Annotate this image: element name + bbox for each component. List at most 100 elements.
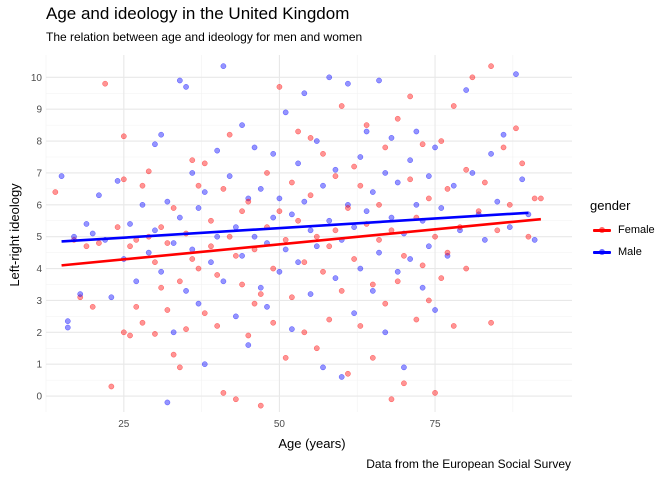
data-point-female xyxy=(233,252,239,259)
y-tick-label: 7 xyxy=(36,168,42,179)
data-point-male xyxy=(351,224,357,230)
data-point-female xyxy=(264,170,270,176)
data-point-male xyxy=(64,318,71,325)
data-point-male xyxy=(320,364,326,371)
data-point-female xyxy=(413,316,420,323)
data-point-female xyxy=(208,243,214,250)
legend-item-male: Male xyxy=(590,241,655,263)
data-point-female xyxy=(201,310,208,317)
data-point-male xyxy=(307,291,314,297)
data-point-male xyxy=(488,150,494,157)
data-point-female xyxy=(357,323,364,329)
data-point-female xyxy=(270,319,277,326)
data-point-male xyxy=(519,176,526,183)
data-point-male xyxy=(195,205,202,211)
data-point-male xyxy=(345,80,351,87)
data-point-male xyxy=(332,275,339,281)
trend-line-male xyxy=(61,211,529,243)
data-point-female xyxy=(401,380,407,387)
y-tick-label: 5 xyxy=(36,232,42,243)
data-point-female xyxy=(220,390,227,396)
data-point-male xyxy=(407,157,414,164)
major-gridlines xyxy=(46,55,572,412)
data-point-male xyxy=(158,268,165,275)
legend-title: gender xyxy=(590,198,631,213)
data-point-male xyxy=(233,313,239,320)
data-point-female xyxy=(96,240,102,246)
data-points xyxy=(52,63,544,409)
data-point-female xyxy=(164,307,171,313)
data-point-male xyxy=(257,284,264,291)
data-point-male xyxy=(500,131,507,138)
data-point-male xyxy=(164,198,171,205)
data-point-male xyxy=(183,288,189,294)
data-point-female xyxy=(245,198,252,205)
data-point-female xyxy=(239,281,245,288)
data-point-female xyxy=(307,135,314,141)
data-point-male xyxy=(176,77,183,84)
data-point-female xyxy=(488,63,494,70)
y-tick-label: 6 xyxy=(36,200,42,211)
data-point-female xyxy=(120,329,127,336)
data-point-male xyxy=(114,178,121,184)
data-point-male xyxy=(369,288,376,294)
data-point-female xyxy=(332,173,339,179)
data-point-male xyxy=(139,201,146,208)
data-point-male xyxy=(226,173,233,179)
data-point-male xyxy=(195,300,202,307)
data-point-male xyxy=(301,198,308,205)
data-point-female xyxy=(338,103,345,109)
data-point-female xyxy=(164,240,171,246)
data-point-female xyxy=(332,227,339,234)
data-point-female xyxy=(170,351,177,358)
data-point-male xyxy=(363,208,370,215)
y-tick-label: 2 xyxy=(36,328,42,339)
data-point-female xyxy=(89,303,96,310)
data-point-male xyxy=(357,265,364,272)
data-point-female xyxy=(77,294,84,301)
data-point-male xyxy=(289,211,295,218)
x-tick-label: 25 xyxy=(118,419,130,430)
data-point-female xyxy=(195,265,202,272)
data-point-female xyxy=(183,326,189,332)
data-point-female xyxy=(394,278,401,285)
legend-item-female: Female xyxy=(590,219,655,241)
data-point-female xyxy=(276,208,283,215)
data-point-female xyxy=(83,243,90,250)
data-point-female xyxy=(133,303,140,310)
data-point-female xyxy=(432,390,438,396)
data-point-male xyxy=(257,186,264,192)
data-point-male xyxy=(233,224,239,230)
data-point-male xyxy=(450,182,457,189)
data-point-male xyxy=(282,109,289,116)
data-point-female xyxy=(469,74,476,81)
data-point-male xyxy=(320,182,326,189)
data-point-male xyxy=(176,214,183,221)
data-point-male xyxy=(289,326,295,332)
data-point-male xyxy=(425,243,432,250)
data-point-male xyxy=(326,74,333,81)
data-point-female xyxy=(152,331,158,337)
data-point-female xyxy=(438,138,445,144)
data-point-male xyxy=(401,364,407,371)
data-point-female xyxy=(120,176,127,183)
data-point-female xyxy=(270,265,277,272)
data-point-female xyxy=(108,383,115,390)
data-point-male xyxy=(214,147,221,154)
data-point-female xyxy=(438,275,445,281)
data-point-male xyxy=(71,233,77,240)
legend-key-female xyxy=(590,222,614,238)
data-point-female xyxy=(376,201,382,208)
data-point-male xyxy=(388,214,395,221)
data-point-male xyxy=(208,259,214,266)
y-tick-label: 0 xyxy=(36,392,42,403)
data-point-male xyxy=(432,307,438,313)
data-point-female xyxy=(463,265,470,272)
data-point-female xyxy=(444,249,451,256)
data-point-male xyxy=(338,374,345,380)
data-point-male xyxy=(276,195,283,202)
data-point-male xyxy=(201,361,208,368)
data-point-male xyxy=(133,278,140,285)
data-point-female xyxy=(307,192,314,199)
data-point-male xyxy=(145,249,152,256)
